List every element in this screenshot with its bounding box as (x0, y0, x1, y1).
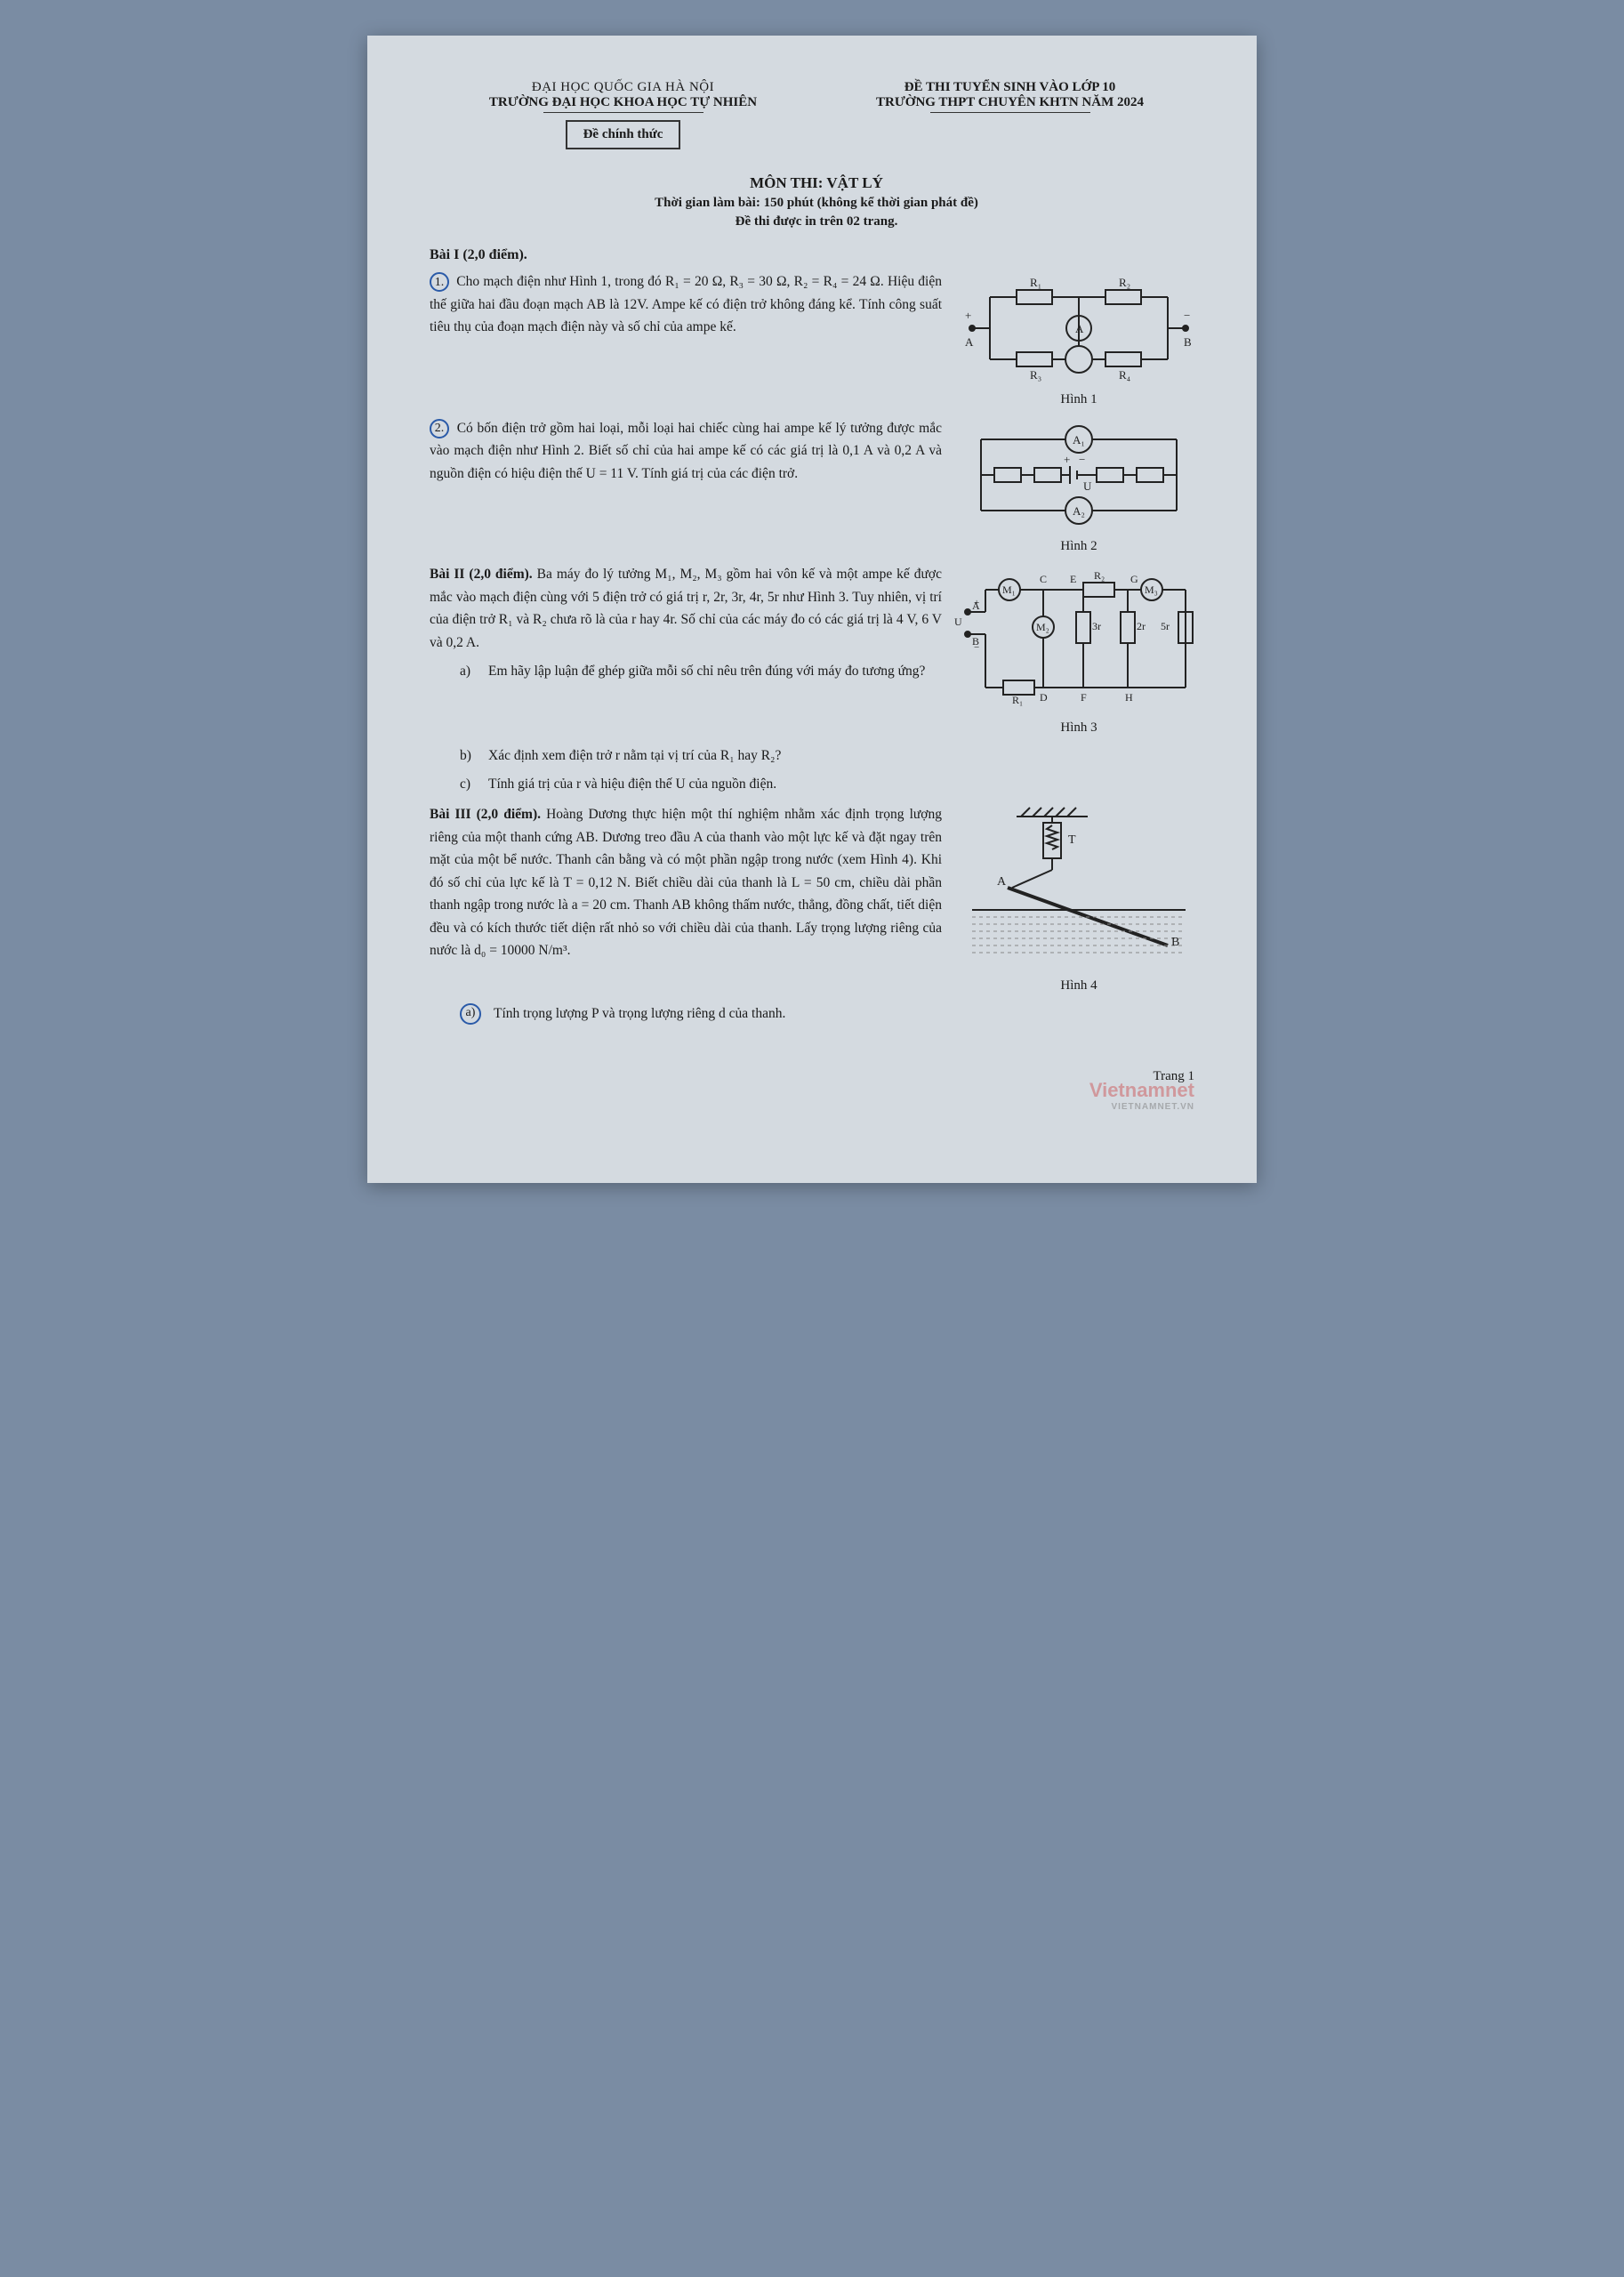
exam-page: ĐẠI HỌC QUỐC GIA HÀ NỘI TRƯỜNG ĐẠI HỌC K… (367, 36, 1257, 1183)
q1-number: 1. (430, 272, 449, 292)
bai3-sublist: a) Tính trọng lượng P và trọng lượng riê… (460, 1003, 1203, 1026)
q2-number: 2. (430, 419, 449, 439)
q1-text: Cho mạch điện như Hình 1, trong đó R₁ = … (430, 274, 942, 334)
exam-title-right2: TRƯỜNG THPT CHUYÊN KHTN NĂM 2024 (816, 95, 1203, 110)
fig4-caption: Hình 4 (954, 976, 1203, 996)
bai2-sublist-bc: b) Xác định xem điện trở r nằm tại vị tr… (460, 745, 1203, 797)
bai2-b-label: b) (460, 745, 479, 768)
bai2-text-col: Bài II (2,0 điểm). Ba máy đo lý tưởng M₁… (430, 563, 942, 690)
bai3-text: Hoàng Dương thực hiện một thí nghiệm nhằ… (430, 807, 942, 958)
q2-text: Có bốn điện trở gồm hai loại, mỗi loại h… (430, 421, 942, 481)
fig3-m1: M₁ (1002, 583, 1016, 596)
fig3-c: C (1040, 573, 1047, 585)
fig1-r2: R₂ (1119, 276, 1130, 289)
fig1-r4: R₄ (1119, 368, 1131, 382)
bai1-q1-row: 1. Cho mạch điện như Hình 1, trong đó R₁… (430, 270, 1203, 410)
bai1-q1-text-col: 1. Cho mạch điện như Hình 1, trong đó R₁… (430, 270, 942, 339)
bai2-c-text: Tính giá trị của r và hiệu điện thế U củ… (488, 774, 776, 796)
fig3-5r: 5r (1161, 620, 1170, 632)
exam-title-right1: ĐỀ THI TUYỂN SINH VÀO LỚP 10 (816, 80, 1203, 95)
figure4-col: T A B Hình 4 (954, 803, 1203, 996)
fig2-minus: − (1079, 453, 1085, 466)
fig3-caption: Hình 3 (954, 718, 1203, 738)
subject-title: MÔN THI: VẬT LÝ (430, 174, 1203, 192)
fig1-r3: R₃ (1030, 368, 1041, 382)
fig3-minus: − (974, 642, 979, 653)
figure3-col: M₁ M₂ M₃ R₂ R₁ 3r 2r 5r U A B C D E F G (954, 563, 1203, 738)
bai3-a: a) Tính trọng lượng P và trọng lượng riê… (460, 1003, 1203, 1026)
fig1-right: B (1184, 335, 1192, 349)
fig4-b: B (1171, 936, 1179, 949)
fig3-e: E (1070, 573, 1076, 585)
fig1-r1: R₁ (1030, 276, 1041, 289)
official-wrap: Đề chính thức (430, 113, 816, 149)
fig2-caption: Hình 2 (954, 536, 1203, 557)
bai2-a-text: Em hãy lập luận để ghép giữa mỗi số chỉ … (488, 661, 925, 683)
fig3-m3: M₃ (1145, 583, 1158, 596)
fig1-left: A (965, 335, 974, 349)
fig2-plus: + (1064, 453, 1070, 466)
bai2-b-text: Xác định xem điện trở r nằm tại vị trí c… (488, 745, 781, 768)
university-line1: ĐẠI HỌC QUỐC GIA HÀ NỘI (430, 80, 816, 95)
bai2-b: b) Xác định xem điện trở r nằm tại vị tr… (460, 745, 1203, 768)
bai2-c: c) Tính giá trị của r và hiệu điện thế U… (460, 774, 1203, 796)
fig3-g: G (1130, 573, 1138, 585)
fig2-a1: A₁ (1073, 433, 1085, 447)
bai2-c-label: c) (460, 774, 479, 796)
bai2-row: Bài II (2,0 điểm). Ba máy đo lý tưởng M₁… (430, 563, 1203, 738)
fig1-plus: + (965, 309, 971, 322)
figure2-svg: A₁ A₂ U + − (963, 417, 1194, 533)
exam-time: Thời gian làm bài: 150 phút (không kể th… (430, 196, 1203, 211)
figure2-col: A₁ A₂ U + − Hình 2 (954, 417, 1203, 557)
fig3-2r: 2r (1137, 620, 1146, 632)
bai3-a-text: Tính trọng lượng P và trọng lượng riêng … (494, 1003, 785, 1026)
fig2-a2: A₂ (1073, 504, 1085, 518)
bai3-heading: Bài III (2,0 điểm). (430, 807, 541, 822)
bai2-a-label: a) (460, 661, 479, 683)
fig3-u: U (954, 616, 962, 628)
header-underline-right (930, 112, 1090, 113)
header: ĐẠI HỌC QUỐC GIA HÀ NỘI TRƯỜNG ĐẠI HỌC K… (430, 80, 1203, 165)
bai2-sublist: a) Em hãy lập luận để ghép giữa mỗi số c… (460, 661, 942, 683)
bai1-heading: Bài I (2,0 điểm). (430, 247, 1203, 263)
fig1-caption: Hình 1 (954, 390, 1203, 410)
bai2-heading: Bài II (2,0 điểm). (430, 567, 533, 582)
figure3-svg: M₁ M₂ M₃ R₂ R₁ 3r 2r 5r U A B C D E F G (954, 563, 1203, 714)
fig1-a: A (1075, 322, 1084, 335)
fig3-r1: R₁ (1012, 694, 1023, 706)
footer: Trang 1 Vietnamnet VIETNAMNET.VN (430, 1069, 1203, 1112)
bai1-q2-text-col: 2. Có bốn điện trở gồm hai loại, mỗi loạ… (430, 417, 942, 486)
fig3-3r: 3r (1092, 620, 1101, 632)
header-right: ĐỀ THI TUYỂN SINH VÀO LỚP 10 TRƯỜNG THPT… (816, 80, 1203, 165)
bai2-a: a) Em hãy lập luận để ghép giữa mỗi số c… (460, 661, 942, 683)
fig3-m2: M₂ (1036, 621, 1049, 633)
bai1-q2-row: 2. Có bốn điện trở gồm hai loại, mỗi loạ… (430, 417, 1203, 557)
exam-pages: Đề thi được in trên 02 trang. (430, 214, 1203, 229)
bai3-text-col: Bài III (2,0 điểm). Hoàng Dương thực hiệ… (430, 803, 942, 962)
official-label: Đề chính thức (566, 120, 681, 149)
header-left: ĐẠI HỌC QUỐC GIA HÀ NỘI TRƯỜNG ĐẠI HỌC K… (430, 80, 816, 165)
watermark-sub: VIETNAMNET.VN (430, 1102, 1194, 1112)
fig2-u: U (1083, 479, 1092, 493)
fig3-r2: R₂ (1094, 569, 1105, 582)
university-line2: TRƯỜNG ĐẠI HỌC KHOA HỌC TỰ NHIÊN (430, 95, 816, 110)
fig3-h: H (1125, 691, 1133, 704)
fig4-a: A (997, 875, 1007, 889)
watermark: Vietnamnet VIETNAMNET.VN (430, 1079, 1194, 1112)
fig3-d: D (1040, 691, 1048, 704)
fig4-t: T (1068, 833, 1076, 847)
fig3-plus: + (974, 598, 979, 608)
watermark-text: Vietnamnet (1089, 1079, 1194, 1101)
bai3-a-label: a) (460, 1003, 481, 1025)
figure1-col: R₁ R₂ R₃ R₄ A A B + − Hình 1 (954, 270, 1203, 410)
figure1-svg: R₁ R₂ R₃ R₄ A A B + − (963, 270, 1194, 386)
fig3-f: F (1081, 691, 1087, 704)
figure4-svg: T A B (963, 803, 1194, 972)
bai3-row: Bài III (2,0 điểm). Hoàng Dương thực hiệ… (430, 803, 1203, 996)
fig1-minus: − (1184, 309, 1190, 322)
